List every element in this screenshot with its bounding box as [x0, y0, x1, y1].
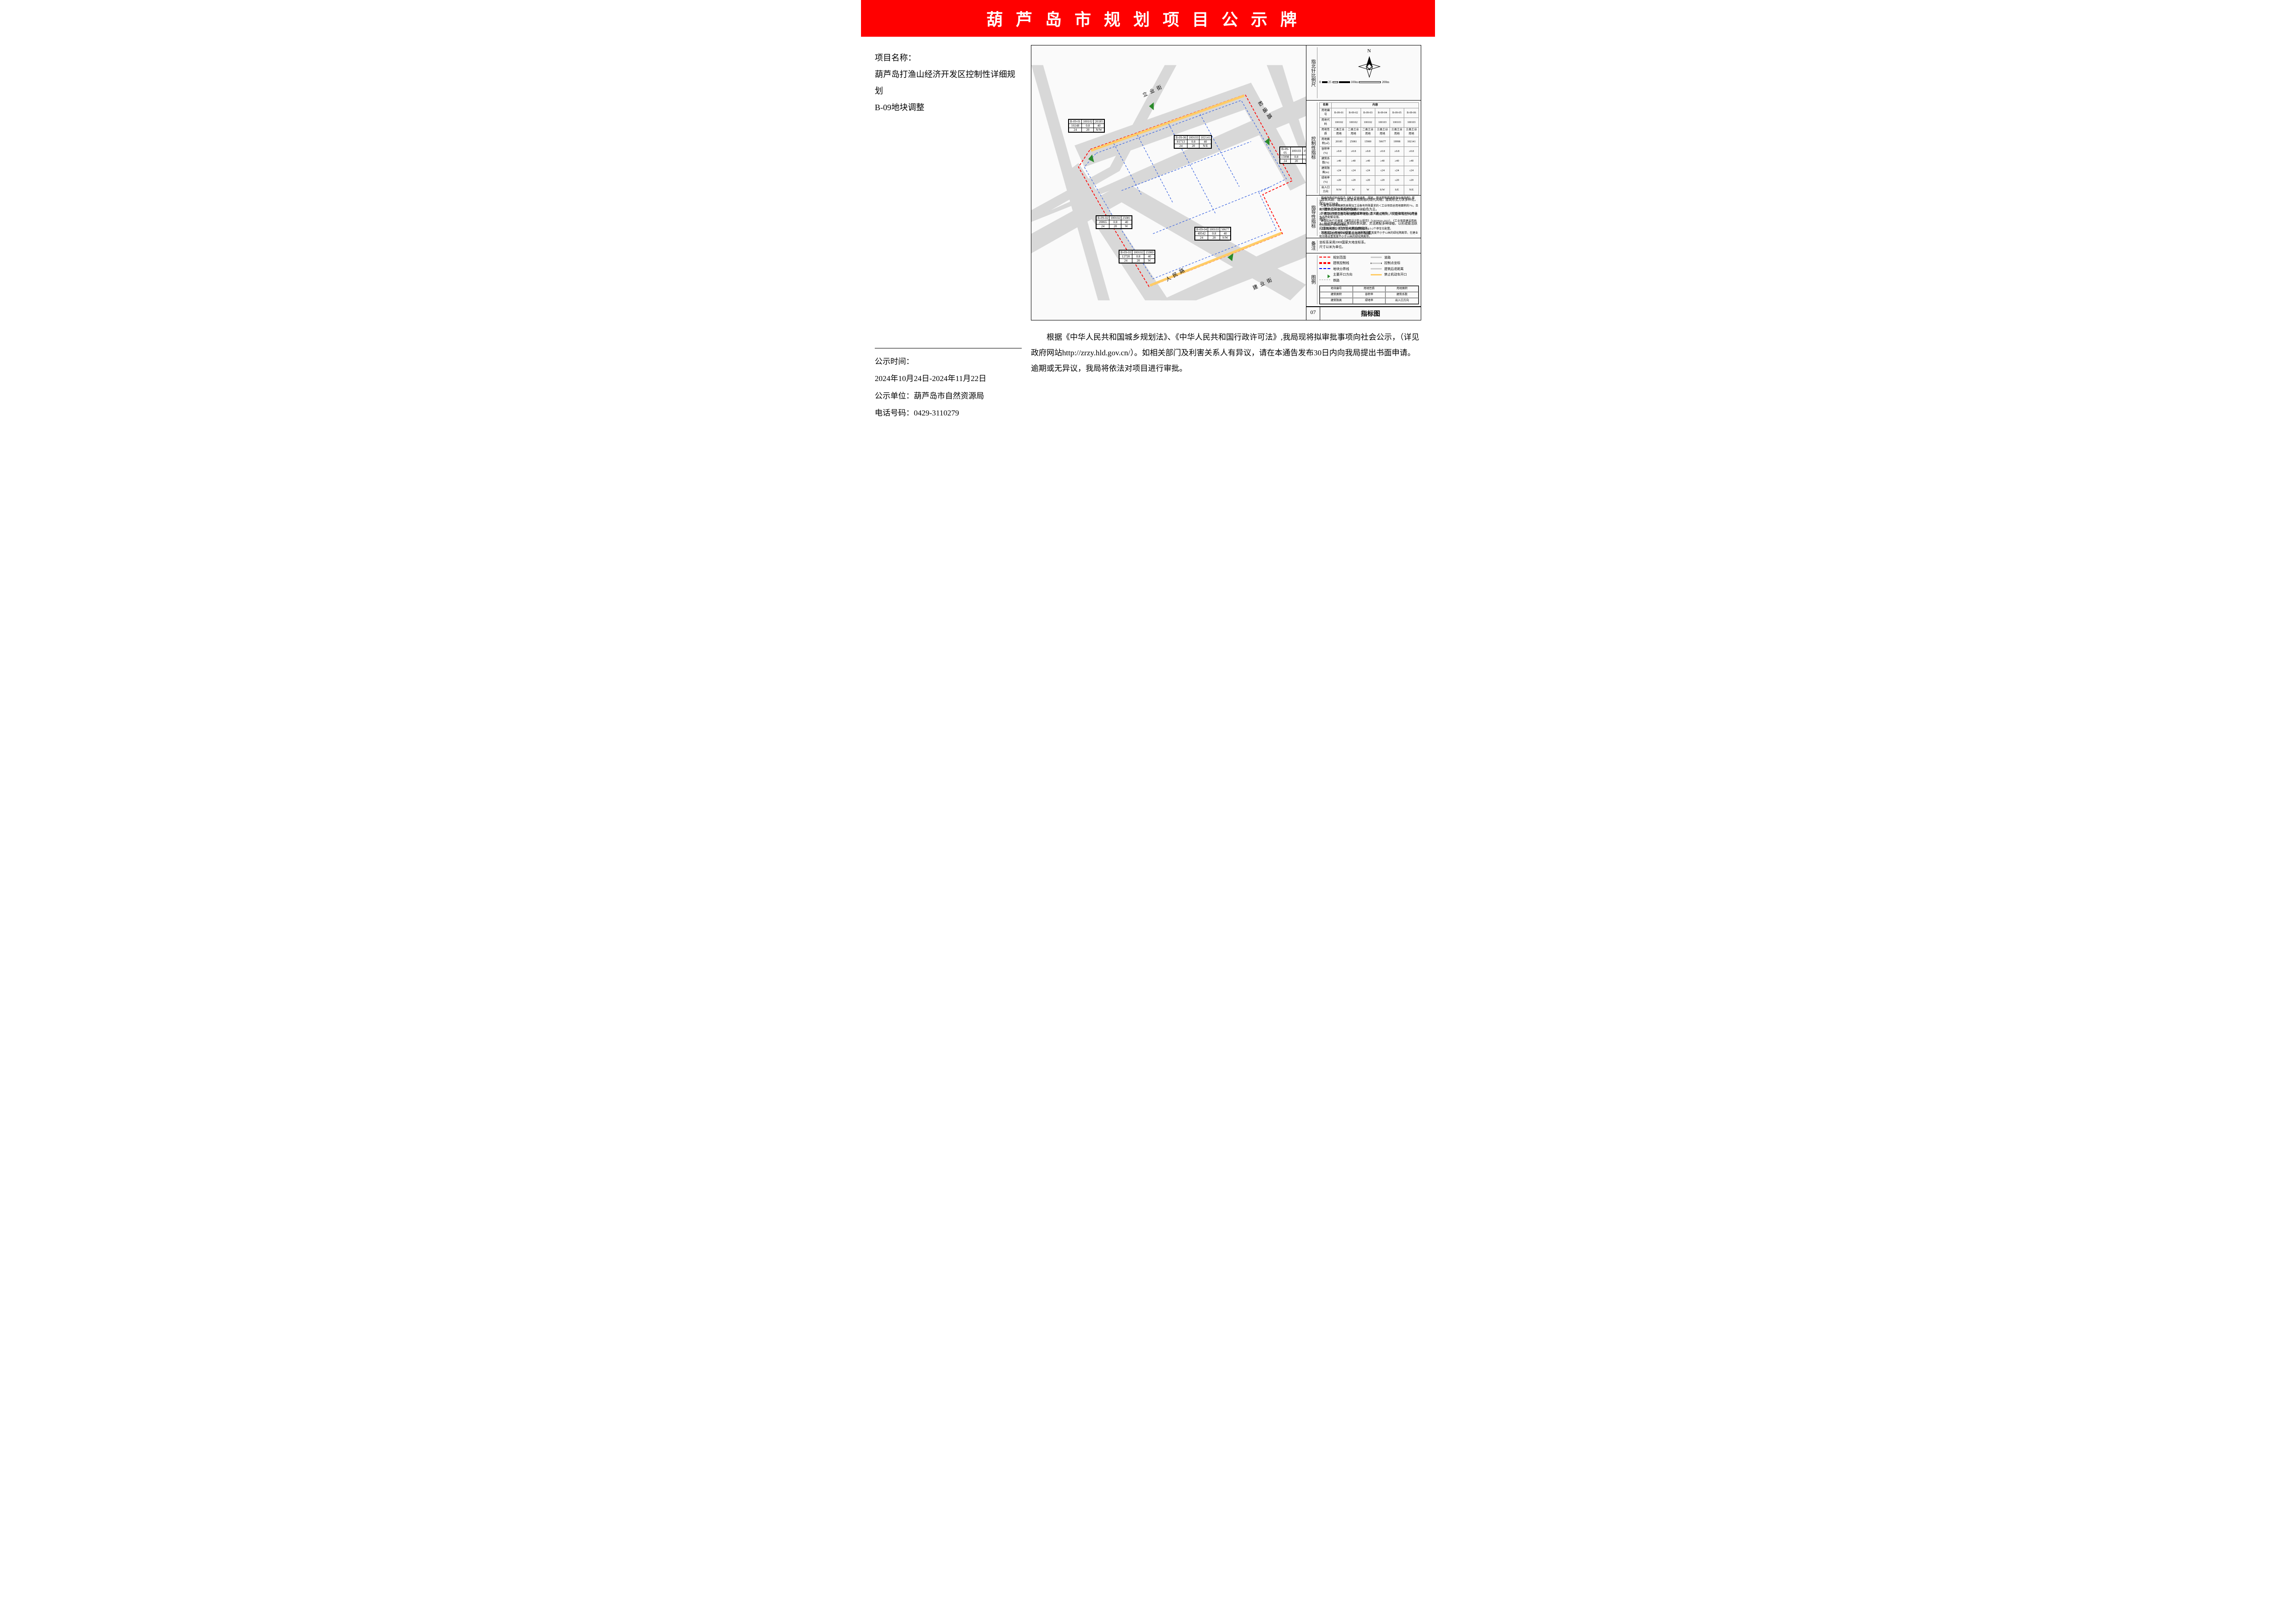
- control-table-row: 建筑限高(m)≤24≤24≤24≤24≤24≤24: [1320, 166, 1419, 176]
- legend-sample: [1371, 268, 1382, 269]
- legend-sample: [1319, 280, 1330, 281]
- guide-panel: 指导性指标 · 建筑风貌：建筑立面宜采用简洁的现代风格，建筑形式力求多样化，体现…: [1306, 196, 1421, 238]
- publicity-time-value: 2024年10月24日-2024年11月22日: [875, 370, 1022, 387]
- project-name-line2: B-09地块调整: [875, 99, 1022, 116]
- legend-sample: [1319, 262, 1330, 264]
- parcel-label-box: B-09-0510010319998159980.8402420S/E: [1279, 146, 1306, 164]
- scale-bar: 0 25 100m 200m: [1319, 80, 1419, 85]
- legend-key-box: 地块编号用地性质用地面积建筑面积容积率建筑系数建筑限高绿地率出入口方向: [1319, 286, 1419, 304]
- parcel-label-box: B-09-06100103102141817130.8402420N/E: [1174, 135, 1212, 149]
- legend-label: 建筑后退距离: [1384, 267, 1419, 272]
- control-table-row: 用地代码100102100102100102100103100103100103: [1320, 118, 1419, 128]
- north-letter: N: [1319, 47, 1419, 55]
- project-info: 项目名称： 葫芦岛打渔山经济开发区控制性详细规划 B-09地块调整: [875, 50, 1022, 116]
- remark-panel-title: 备注: [1308, 240, 1317, 251]
- legend-sample: [1319, 274, 1330, 275]
- legend-label: 规划范围: [1333, 255, 1368, 260]
- header-banner: 葫芦岛市规划项目公示牌: [861, 0, 1435, 37]
- control-panel-title: 控制性指标: [1308, 102, 1317, 193]
- parcel-label-box: B-09-0210010225081200650.8402420W: [1096, 215, 1132, 229]
- legend-sample: [1371, 263, 1382, 264]
- parcel-label-box: B-09-0410010350677405420.8402420S/W: [1194, 227, 1231, 241]
- publicity-time-label: 公示时间：: [875, 353, 1022, 370]
- legend-label: 主要开口方向: [1333, 272, 1368, 277]
- legend-label: 铁路: [1333, 278, 1368, 283]
- map-container: 立业街和谐路人民路建业街 B-09-0110010220185161480.84…: [1031, 45, 1421, 320]
- control-table-row: 用地编号B-09-01B-09-02B-09-03B-09-04B-09-05B…: [1320, 108, 1419, 118]
- control-panel: 控制性指标 名称 内容 用地编号B-09-01B-09-02B-09-03B-0…: [1306, 101, 1421, 196]
- parcel-label-box: B-09-0110010220185161480.8402420N/W: [1068, 119, 1105, 133]
- project-name-label: 项目名称：: [875, 50, 1022, 66]
- control-table-row: 建筑系数(%)≥40≥40≥40≥40≥40≥40: [1320, 157, 1419, 166]
- legend-panel-title: 图例: [1308, 255, 1317, 305]
- remark-panel: 备注 坐标系采用2000国家大地坐标系。尺寸以米为单位。: [1306, 238, 1421, 253]
- drawing-number: 07: [1306, 307, 1320, 320]
- drawing-title: 指标图: [1320, 307, 1421, 320]
- legend-sample: [1371, 274, 1382, 275]
- control-table-row: 出入口方向N/WWWS/WS/EN/E: [1320, 185, 1419, 195]
- left-panel: 项目名称： 葫芦岛打渔山经济开发区控制性详细规划 B-09地块调整: [875, 45, 1022, 320]
- map-area: 立业街和谐路人民路建业街 B-09-0110010220185161480.84…: [1031, 45, 1306, 320]
- legend-panel: 图例 规划范围 道路建筑控制线 控制点坐标地块分界线 建筑后退距离主要开口方向 禁止机动…: [1306, 253, 1421, 307]
- publicity-phone: 电话号码：0429-3110279: [875, 404, 1022, 421]
- legend-label: 道路: [1384, 255, 1419, 260]
- legend-label: 建筑控制线: [1333, 261, 1368, 266]
- guide-panel-title: 指导性指标: [1308, 197, 1317, 236]
- control-table-row: 容积率(%)≥0.8≥0.8≥0.8≥0.8≥0.8≥0.8: [1320, 147, 1419, 157]
- legend-sample: [1319, 257, 1330, 258]
- control-table: 名称 内容 用地编号B-09-01B-09-02B-09-03B-09-04B-…: [1319, 102, 1419, 195]
- control-table-row: 绿地率(%)≤20≤20≤20≤20≤20≤20: [1320, 176, 1419, 185]
- publicity-unit: 公示单位：葫芦岛市自然资源局: [875, 387, 1022, 404]
- compass-icon: [1358, 55, 1381, 78]
- legend-label: 禁止机动车开口: [1384, 272, 1419, 277]
- parcel-label-box: B-09-0310010215900127200.8402420W: [1119, 250, 1155, 264]
- side-panels: 指北针比例尺 N 0 25 100m: [1306, 45, 1421, 320]
- control-table-row: 用地性质二类工业用地二类工业用地二类工业用地三类工业用地三类工业用地三类工业用地: [1320, 128, 1419, 137]
- legend-sample: [1319, 268, 1330, 269]
- publicity-info: 公示时间： 2024年10月24日-2024年11月22日 公示单位：葫芦岛市自…: [875, 330, 1022, 422]
- legend-sample: [1371, 257, 1382, 258]
- main-content: 项目名称： 葫芦岛打渔山经济开发区控制性详细规划 B-09地块调整: [861, 37, 1435, 325]
- legend-label: 控制点坐标: [1384, 261, 1419, 266]
- legend-label: 地块分界线: [1333, 267, 1368, 272]
- bottom-section: 公示时间： 2024年10月24日-2024年11月22日 公示单位：葫芦岛市自…: [861, 325, 1435, 436]
- project-name-line1: 葫芦岛打渔山经济开发区控制性详细规划: [875, 66, 1022, 99]
- control-table-row: 用地面积(㎡)2018525081159005067719998102141: [1320, 137, 1419, 147]
- compass-label: 指北针比例尺: [1308, 47, 1317, 98]
- notice-text: 根据《中华人民共和国城乡规划法》、《中华人民共和国行政许可法》,我局现将拟审批事…: [1031, 330, 1421, 422]
- banner-title: 葫芦岛市规划项目公示牌: [986, 11, 1310, 29]
- drawing-footer: 07 指标图: [1306, 307, 1421, 320]
- compass-panel: 指北针比例尺 N 0 25 100m: [1306, 45, 1421, 101]
